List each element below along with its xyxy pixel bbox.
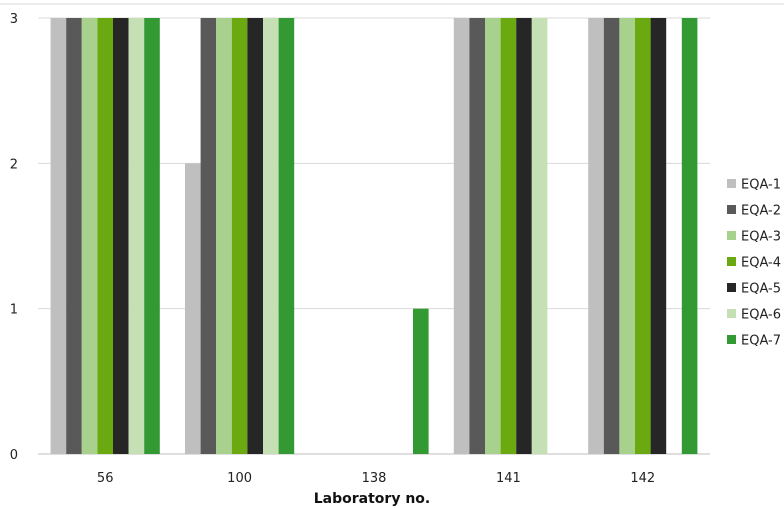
bar-56-eqa-3 — [81, 18, 98, 454]
bar-100-eqa-7 — [278, 18, 295, 454]
bar-56-eqa-1 — [50, 18, 67, 454]
bars — [50, 18, 698, 455]
legend-swatch-eqa-7 — [727, 335, 736, 344]
bar-56-eqa-4 — [97, 18, 113, 454]
y-axis-ticks: 0 1 2 3 — [10, 12, 18, 463]
x-tick-label-138: 138 — [362, 471, 387, 486]
bar-142-eqa-5 — [650, 18, 667, 454]
legend: EQA-1 EQA-2 EQA-3 EQA-4 EQA-5 EQA-6 EQA-7 — [727, 178, 781, 349]
legend-label-eqa-1: EQA-1 — [741, 178, 781, 193]
legend-swatch-eqa-2 — [727, 205, 736, 214]
bar-141-eqa-4 — [500, 18, 517, 454]
bar-100-eqa-3 — [216, 18, 232, 454]
bar-142-eqa-1 — [588, 18, 604, 454]
legend-label-eqa-4: EQA-4 — [741, 256, 781, 271]
bar-56-eqa-7 — [144, 18, 160, 454]
bar-141-eqa-2 — [469, 18, 485, 454]
bar-141-eqa-6 — [531, 18, 548, 454]
bar-56-eqa-2 — [66, 18, 82, 454]
legend-swatch-eqa-4 — [727, 257, 736, 266]
bar-141-eqa-3 — [485, 18, 501, 454]
legend-label-eqa-2: EQA-2 — [741, 204, 781, 219]
bar-142-eqa-7 — [681, 18, 698, 454]
legend-swatch-eqa-1 — [727, 179, 736, 188]
bar-141-eqa-1 — [453, 18, 470, 454]
legend-label-eqa-7: EQA-7 — [741, 334, 781, 349]
bar-56-eqa-5 — [113, 18, 129, 454]
bar-100-eqa-6 — [263, 18, 279, 454]
bar-100-eqa-5 — [247, 18, 263, 454]
x-axis-ticks: 56 100 138 141 142 — [97, 471, 655, 486]
bar-142-eqa-3 — [619, 18, 635, 454]
bar-138-eqa-7 — [413, 308, 429, 454]
x-tick-label-100: 100 — [227, 471, 252, 486]
bar-100-eqa-2 — [200, 18, 217, 454]
x-axis-title: Laboratory no. — [314, 491, 430, 507]
bar-141-eqa-5 — [516, 18, 532, 454]
legend-label-eqa-6: EQA-6 — [741, 308, 781, 323]
y-tick-label-0: 0 — [10, 448, 18, 463]
legend-swatch-eqa-6 — [727, 309, 736, 318]
bar-142-eqa-2 — [603, 18, 620, 454]
y-tick-label-1: 1 — [10, 303, 18, 318]
legend-swatch-eqa-3 — [727, 231, 736, 240]
y-tick-label-2: 2 — [10, 157, 18, 172]
bar-100-eqa-1 — [185, 163, 201, 455]
x-tick-label-56: 56 — [97, 471, 114, 486]
x-tick-label-142: 142 — [630, 471, 655, 486]
bar-56-eqa-6 — [128, 18, 145, 454]
legend-label-eqa-5: EQA-5 — [741, 282, 781, 297]
bar-100-eqa-4 — [231, 18, 248, 454]
legend-label-eqa-3: EQA-3 — [741, 230, 781, 245]
x-tick-label-141: 141 — [496, 471, 521, 486]
bar-142-eqa-4 — [635, 18, 651, 454]
legend-swatch-eqa-5 — [727, 283, 736, 292]
y-tick-label-3: 3 — [10, 12, 18, 27]
